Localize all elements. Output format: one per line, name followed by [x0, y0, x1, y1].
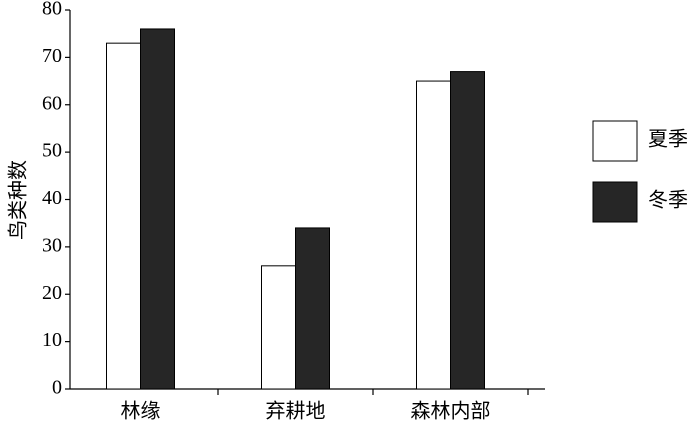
y-tick-label: 60 — [42, 92, 62, 114]
y-axis-label: 鸟类种数 — [7, 160, 30, 240]
bar — [261, 265, 296, 390]
legend-label: 夏季 — [648, 128, 688, 151]
legend-swatch — [592, 181, 638, 223]
x-tick-label: 林缘 — [121, 400, 161, 423]
y-tick-label: 40 — [42, 187, 62, 209]
bar — [106, 42, 141, 390]
bar — [295, 227, 330, 390]
y-tick-label: 50 — [42, 140, 62, 162]
y-tick-label: 30 — [42, 234, 62, 256]
bar — [416, 80, 451, 390]
legend-label: 冬季 — [648, 189, 688, 212]
y-tick-label: 0 — [52, 377, 62, 399]
y-tick-label: 70 — [42, 45, 62, 67]
legend-swatch — [592, 120, 638, 162]
y-tick-label: 80 — [42, 0, 62, 20]
bar — [450, 71, 485, 390]
y-tick-label: 10 — [42, 329, 62, 351]
x-tick-label: 弃耕地 — [266, 400, 326, 423]
x-tick-label: 森林内部 — [411, 400, 491, 423]
bar — [140, 28, 175, 390]
y-tick-label: 20 — [42, 282, 62, 304]
